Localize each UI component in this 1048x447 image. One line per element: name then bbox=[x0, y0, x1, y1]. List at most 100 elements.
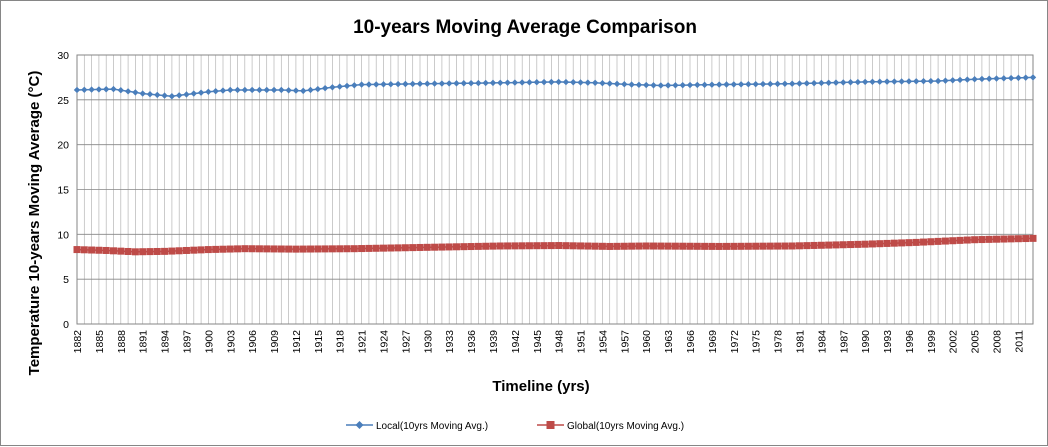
data-point bbox=[949, 77, 956, 84]
x-tick-label: 1882 bbox=[72, 330, 84, 354]
data-point bbox=[905, 239, 913, 247]
data-point bbox=[1022, 235, 1030, 243]
x-tick-label: 1933 bbox=[444, 330, 456, 354]
x-tick-label: 1936 bbox=[466, 330, 478, 354]
data-point bbox=[102, 246, 110, 254]
data-point bbox=[869, 78, 876, 86]
data-point bbox=[475, 79, 482, 87]
data-point bbox=[307, 245, 315, 253]
data-point bbox=[890, 239, 898, 247]
data-point bbox=[182, 246, 190, 254]
data-point bbox=[942, 77, 949, 84]
data-point bbox=[985, 235, 993, 243]
data-point bbox=[438, 80, 446, 87]
data-point bbox=[766, 242, 774, 250]
data-point bbox=[577, 242, 585, 250]
x-tick-label: 1918 bbox=[335, 330, 347, 354]
data-point bbox=[73, 246, 81, 254]
legend-item-global: Global(10yrs Moving Avg.) bbox=[537, 421, 684, 432]
data-point bbox=[168, 247, 176, 255]
data-point bbox=[168, 93, 176, 100]
data-point bbox=[190, 246, 198, 254]
data-point bbox=[679, 242, 687, 250]
data-point bbox=[1007, 74, 1015, 82]
data-point bbox=[664, 242, 672, 250]
data-point bbox=[110, 85, 117, 93]
data-point bbox=[642, 242, 650, 250]
data-point bbox=[913, 78, 920, 85]
data-point bbox=[861, 240, 869, 248]
data-point bbox=[686, 242, 694, 250]
data-point bbox=[321, 245, 329, 253]
data-point bbox=[1015, 74, 1022, 82]
data-point bbox=[241, 86, 249, 94]
data-point bbox=[547, 242, 555, 250]
x-tick-label: 1978 bbox=[773, 330, 785, 354]
data-point bbox=[1022, 74, 1029, 81]
data-point bbox=[372, 244, 380, 252]
data-point bbox=[934, 77, 942, 85]
data-point bbox=[774, 242, 782, 250]
data-point bbox=[715, 81, 723, 88]
data-point bbox=[219, 245, 227, 253]
data-point bbox=[825, 241, 833, 249]
x-tick-label: 1951 bbox=[576, 330, 588, 354]
data-point bbox=[818, 79, 825, 87]
data-point bbox=[1029, 234, 1037, 242]
data-point bbox=[226, 245, 234, 253]
data-point bbox=[387, 80, 395, 88]
data-point bbox=[971, 236, 979, 244]
data-point bbox=[204, 246, 212, 254]
series-local bbox=[73, 74, 1037, 100]
x-tick-label: 1912 bbox=[291, 330, 303, 354]
y-tick-label: 20 bbox=[57, 140, 69, 152]
data-point bbox=[234, 245, 242, 253]
data-point bbox=[920, 238, 928, 246]
data-point bbox=[905, 78, 913, 85]
x-tick-label: 1969 bbox=[707, 330, 719, 354]
x-tick-label: 2002 bbox=[948, 330, 960, 354]
data-point bbox=[1000, 235, 1008, 243]
data-point bbox=[343, 245, 351, 253]
x-tick-label: 1960 bbox=[641, 330, 653, 354]
legend-label-global: Global(10yrs Moving Avg.) bbox=[567, 421, 684, 432]
x-tick-label: 2011 bbox=[1013, 330, 1025, 353]
data-point bbox=[139, 90, 146, 97]
data-point bbox=[613, 80, 621, 88]
data-point bbox=[927, 238, 935, 246]
data-point bbox=[409, 80, 416, 88]
data-point bbox=[358, 81, 365, 88]
data-point bbox=[117, 247, 125, 255]
data-point bbox=[518, 79, 526, 86]
data-point bbox=[657, 82, 665, 89]
data-point bbox=[708, 242, 716, 250]
data-point bbox=[285, 87, 292, 94]
x-tick-label: 1930 bbox=[422, 330, 434, 354]
data-point bbox=[927, 77, 935, 85]
data-point bbox=[570, 79, 577, 86]
data-point bbox=[767, 80, 774, 88]
data-point bbox=[956, 76, 964, 84]
gridlines bbox=[76, 54, 1034, 325]
x-tick-label: 1906 bbox=[247, 330, 259, 354]
data-point bbox=[971, 76, 978, 83]
data-point bbox=[686, 81, 694, 89]
x-tick-label: 1966 bbox=[685, 330, 697, 354]
y-tick-label: 25 bbox=[57, 95, 69, 107]
data-point bbox=[205, 88, 212, 95]
data-point bbox=[314, 85, 322, 93]
data-point bbox=[241, 245, 249, 253]
chart-title: 10-years Moving Average Comparison bbox=[353, 17, 697, 38]
data-point bbox=[825, 79, 832, 86]
data-point bbox=[577, 79, 584, 86]
data-point bbox=[489, 242, 497, 250]
data-point bbox=[248, 245, 256, 253]
data-point bbox=[840, 79, 847, 86]
legend-marker-global bbox=[546, 421, 555, 429]
data-point bbox=[343, 82, 351, 90]
data-point bbox=[329, 84, 336, 91]
data-point bbox=[153, 247, 161, 255]
x-tick-label: 1900 bbox=[203, 330, 215, 354]
data-point bbox=[672, 82, 679, 89]
